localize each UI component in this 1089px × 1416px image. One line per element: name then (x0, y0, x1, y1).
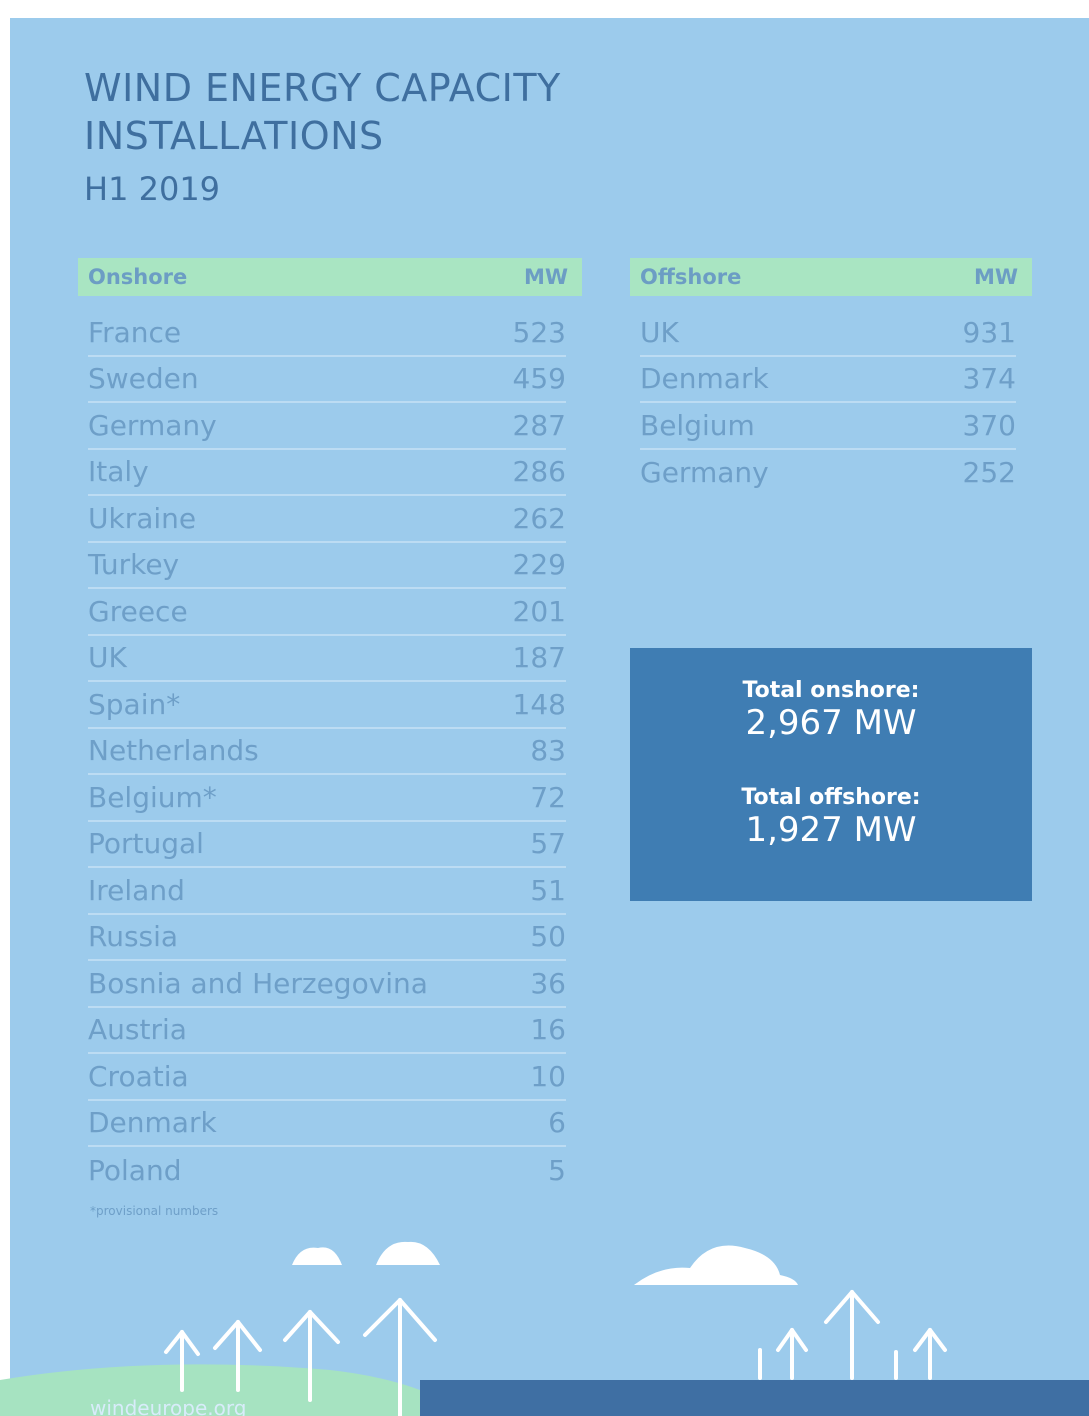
capacity-cell: 148 (513, 688, 566, 721)
capacity-cell: 287 (513, 409, 566, 442)
country-cell: UK (88, 641, 127, 674)
offshore-table: Offshore MW UK 931 Denmark 374 Belgium 370 Germa… (630, 258, 1032, 496)
capacity-cell: 459 (513, 362, 566, 395)
country-cell: Belgium* (88, 781, 217, 814)
country-cell: France (88, 316, 181, 349)
clouds (292, 1242, 798, 1285)
table-row: Sweden 459 (88, 357, 566, 404)
total-label: Total offshore: (630, 785, 1032, 810)
sea (420, 1380, 1089, 1416)
subtitle: H1 2019 (84, 170, 220, 208)
capacity-cell: 50 (530, 920, 566, 953)
table-row: Greece 201 (88, 589, 566, 636)
table-row: UK 931 (640, 310, 1016, 357)
totals-box: Total onshore: 2,967 MW Total offshore: … (630, 648, 1032, 901)
capacity-cell: 83 (530, 734, 566, 767)
capacity-cell: 286 (513, 455, 566, 488)
table-header: Onshore MW (78, 258, 582, 296)
table-row: Germany 252 (640, 450, 1016, 497)
table-row: Portugal 57 (88, 822, 566, 869)
header-cell: MW (524, 265, 568, 289)
footnote: *provisional numbers (90, 1204, 218, 1218)
country-cell: Ireland (88, 874, 185, 907)
table-row: Bosnia and Herzegovina 36 (88, 961, 566, 1008)
capacity-cell: 5 (548, 1154, 566, 1187)
table-row: Italy 286 (88, 450, 566, 497)
capacity-cell: 252 (963, 456, 1016, 489)
capacity-cell: 931 (963, 316, 1016, 349)
table-row: Ireland 51 (88, 868, 566, 915)
country-cell: Ukraine (88, 502, 196, 535)
country-cell: Sweden (88, 362, 199, 395)
landscape (0, 1230, 1089, 1416)
capacity-cell: 229 (513, 548, 566, 581)
capacity-cell: 72 (530, 781, 566, 814)
table-row: Denmark 374 (640, 357, 1016, 404)
table-row: Netherlands 83 (88, 729, 566, 776)
table-body: UK 931 Denmark 374 Belgium 370 Germany 252 (630, 310, 1032, 496)
title: WIND ENERGY CAPACITY INSTALLATIONS (84, 64, 724, 160)
country-cell: Russia (88, 920, 178, 953)
capacity-cell: 10 (530, 1060, 566, 1093)
table-row: UK 187 (88, 636, 566, 683)
country-cell: Greece (88, 595, 188, 628)
capacity-cell: 201 (513, 595, 566, 628)
table-header: Offshore MW (630, 258, 1032, 296)
capacity-cell: 187 (513, 641, 566, 674)
total-label: Total onshore: (630, 678, 1032, 703)
country-cell: Denmark (88, 1106, 217, 1139)
table-row: Poland 5 (88, 1147, 566, 1194)
country-cell: Germany (640, 456, 769, 489)
country-cell: Italy (88, 455, 149, 488)
table-row: Spain* 148 (88, 682, 566, 729)
capacity-cell: 6 (548, 1106, 566, 1139)
capacity-cell: 57 (530, 827, 566, 860)
capacity-cell: 370 (963, 409, 1016, 442)
country-cell: Netherlands (88, 734, 259, 767)
header-cell: Onshore (88, 265, 187, 289)
table-row: France 523 (88, 310, 566, 357)
capacity-cell: 16 (530, 1013, 566, 1046)
country-cell: Denmark (640, 362, 769, 395)
table-row: Ukraine 262 (88, 496, 566, 543)
country-cell: Portugal (88, 827, 204, 860)
country-cell: Spain* (88, 688, 180, 721)
table-row: Russia 50 (88, 915, 566, 962)
country-cell: Germany (88, 409, 217, 442)
capacity-cell: 51 (530, 874, 566, 907)
total-value: 1,927 MW (630, 810, 1032, 850)
capacity-cell: 523 (513, 316, 566, 349)
capacity-cell: 374 (963, 362, 1016, 395)
infographic: WIND ENERGY CAPACITY INSTALLATIONS H1 20… (0, 0, 1089, 1416)
footer-url: windeurope.org (90, 1396, 246, 1416)
table-body: France 523 Sweden 459 Germany 287 Italy 286 Ukra… (78, 310, 582, 1194)
table-row: Austria 16 (88, 1008, 566, 1055)
country-cell: Bosnia and Herzegovina (88, 967, 428, 1000)
country-cell: Turkey (88, 548, 179, 581)
table-row: Denmark 6 (88, 1101, 566, 1148)
header-cell: Offshore (640, 265, 741, 289)
country-cell: Austria (88, 1013, 187, 1046)
country-cell: Croatia (88, 1060, 189, 1093)
table-row: Belgium* 72 (88, 775, 566, 822)
table-row: Germany 287 (88, 403, 566, 450)
table-row: Turkey 229 (88, 543, 566, 590)
country-cell: UK (640, 316, 679, 349)
capacity-cell: 36 (530, 967, 566, 1000)
table-row: Belgium 370 (640, 403, 1016, 450)
table-row: Croatia 10 (88, 1054, 566, 1101)
country-cell: Belgium (640, 409, 755, 442)
capacity-cell: 262 (513, 502, 566, 535)
header-cell: MW (974, 265, 1018, 289)
total-value: 2,967 MW (630, 703, 1032, 743)
onshore-table: Onshore MW France 523 Sweden 459 Germany 287 Ita… (78, 258, 582, 1194)
country-cell: Poland (88, 1154, 181, 1187)
